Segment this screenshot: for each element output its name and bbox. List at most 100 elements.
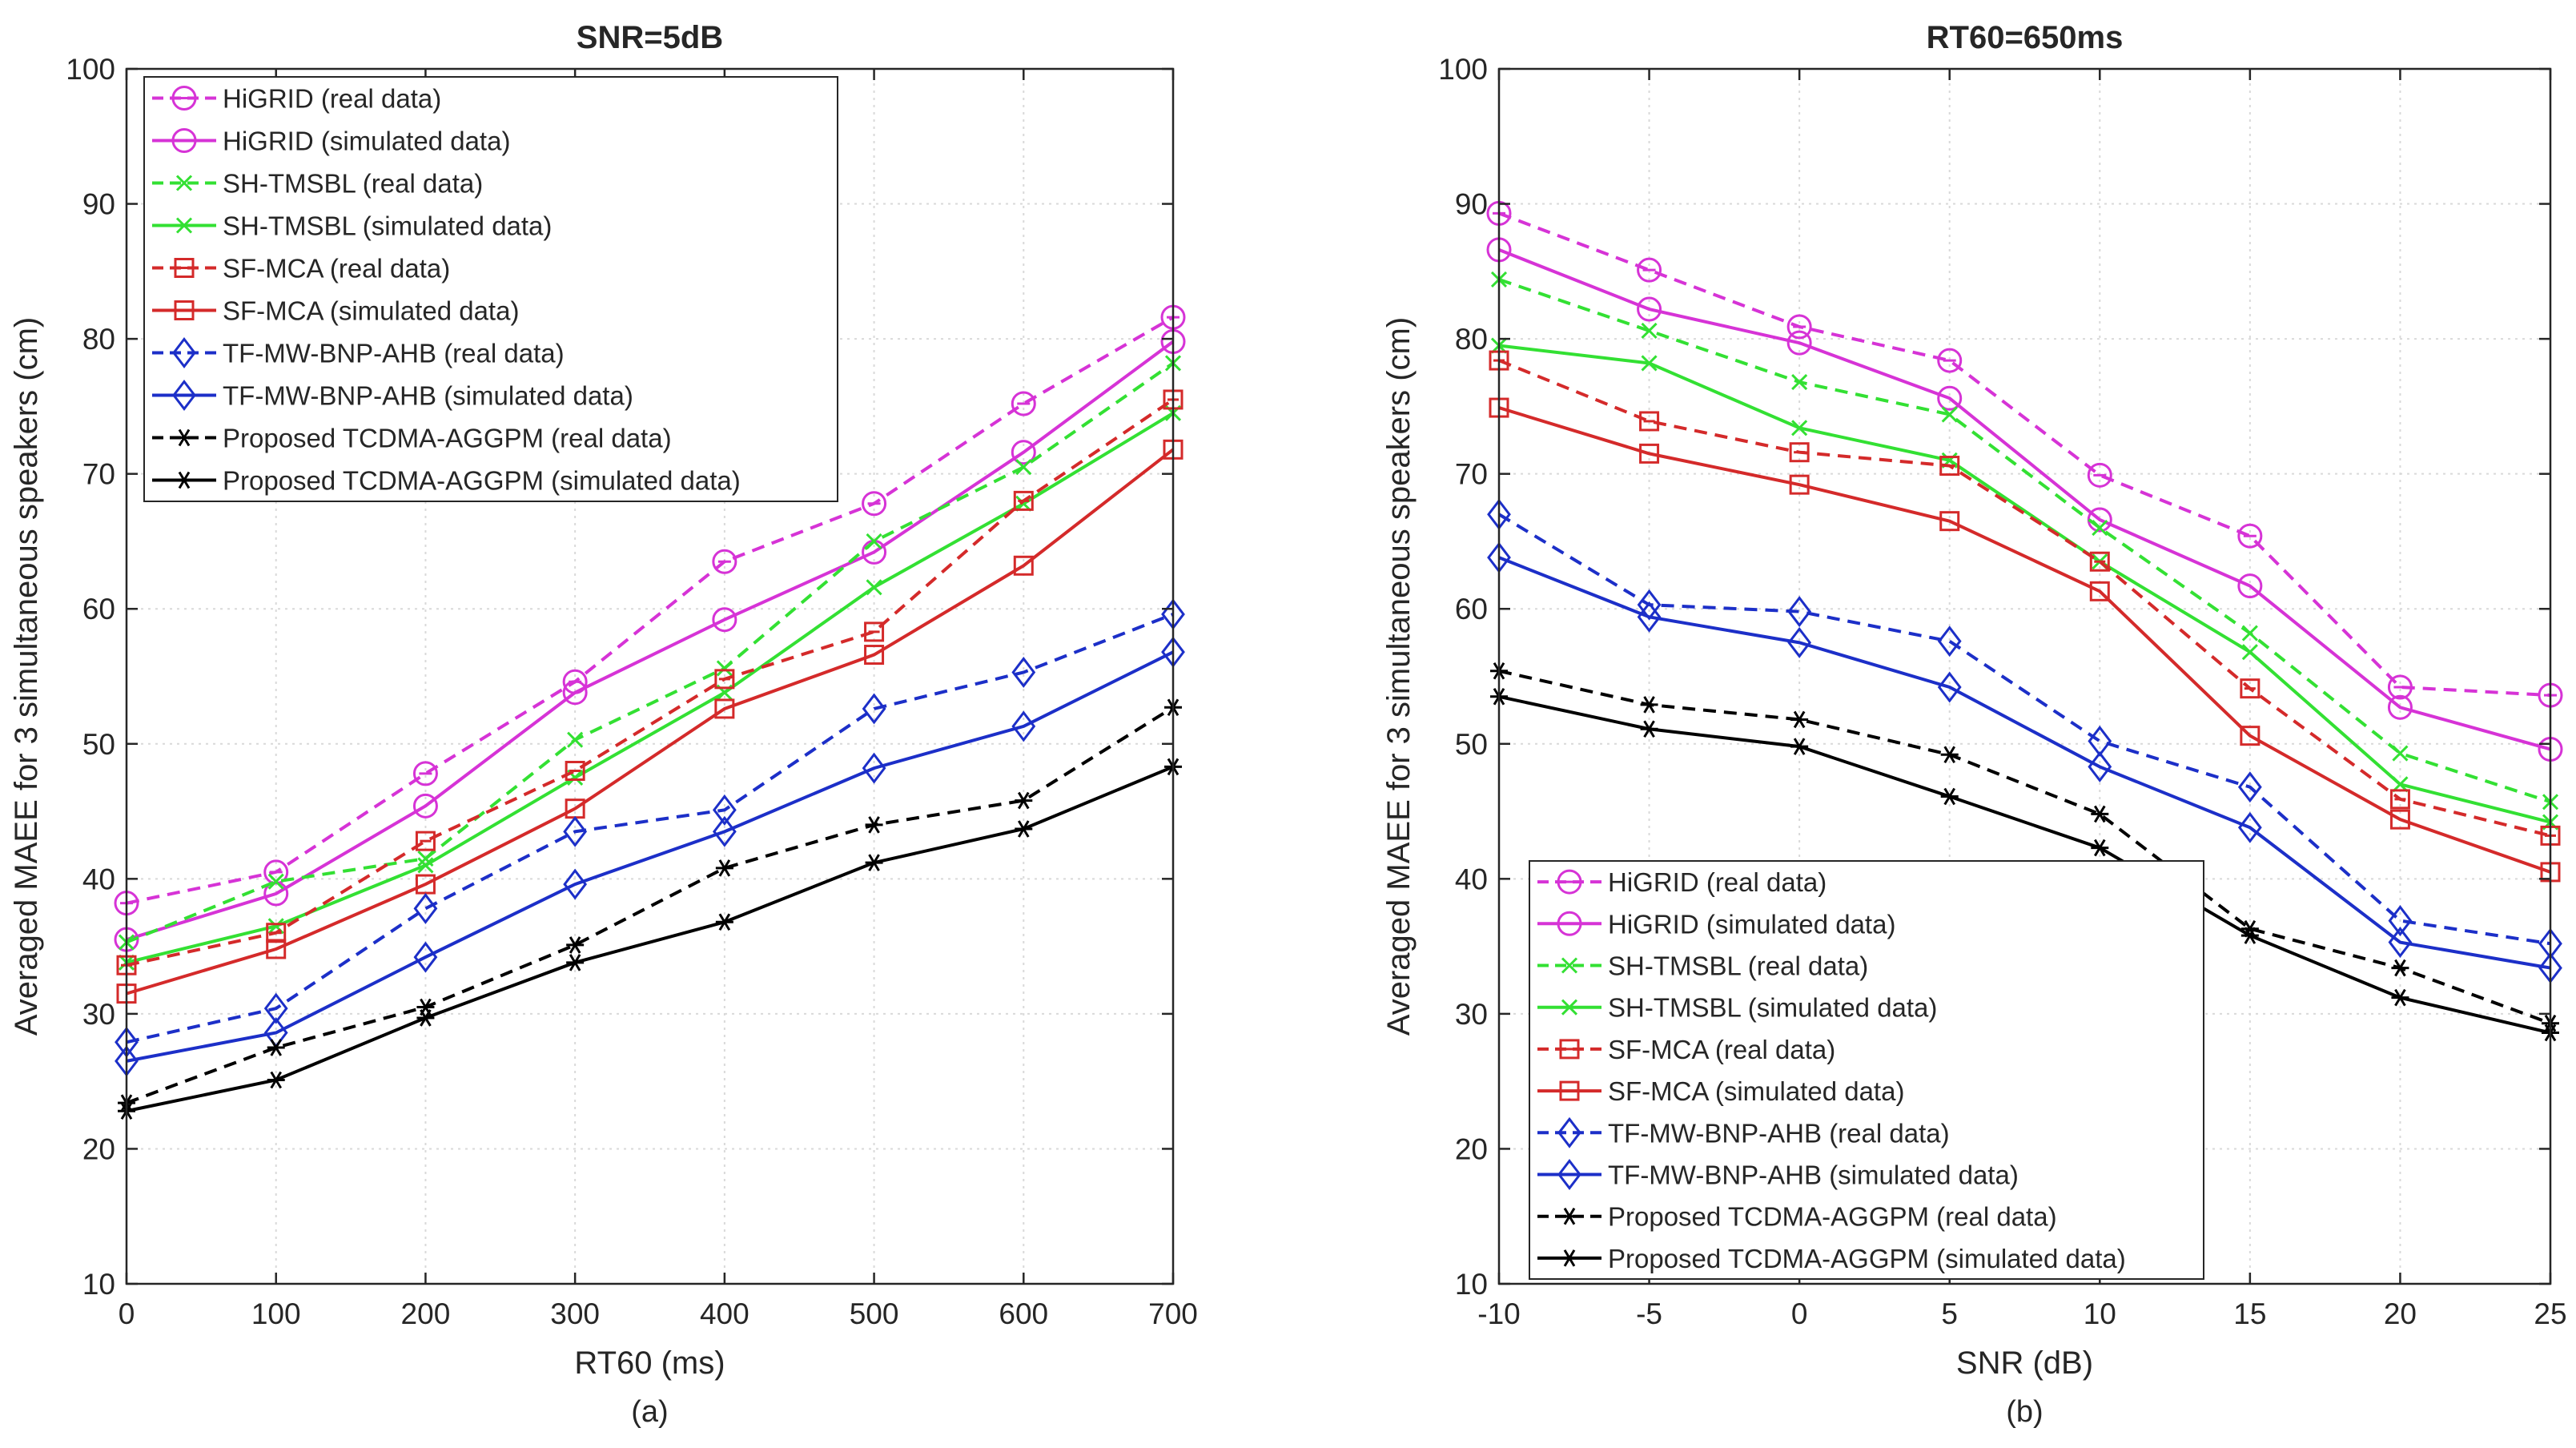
legend-marker bbox=[171, 86, 197, 111]
y-tick-label: 60 bbox=[1455, 593, 1488, 625]
legend-marker bbox=[1557, 869, 1582, 895]
data-point bbox=[1015, 791, 1033, 810]
legend-marker bbox=[1557, 1116, 1581, 1148]
series-line bbox=[126, 361, 1175, 944]
series-4 bbox=[1489, 350, 2561, 846]
x-tick-label: 10 bbox=[2084, 1297, 2116, 1330]
x-tick-label: 15 bbox=[2233, 1297, 2266, 1330]
data-point bbox=[1639, 411, 1660, 432]
data-point bbox=[712, 794, 737, 826]
series-1 bbox=[114, 328, 1186, 952]
x-tick-label: 400 bbox=[700, 1297, 749, 1330]
data-point bbox=[866, 579, 882, 596]
data-point bbox=[1787, 626, 1812, 658]
data-point bbox=[865, 854, 883, 871]
data-point bbox=[1011, 710, 1036, 742]
data-point bbox=[866, 533, 882, 550]
panel-caption: (b) bbox=[2006, 1395, 2043, 1429]
data-point bbox=[1791, 420, 1808, 436]
data-point bbox=[2237, 811, 2262, 843]
data-point bbox=[2392, 776, 2409, 793]
y-tick-label: 80 bbox=[1455, 323, 1488, 356]
data-point bbox=[864, 645, 885, 666]
data-point bbox=[2092, 520, 2108, 537]
data-point bbox=[1937, 625, 1962, 658]
y-tick-label: 100 bbox=[1438, 53, 1488, 86]
data-point bbox=[712, 815, 737, 847]
data-point bbox=[1637, 296, 1662, 322]
data-point bbox=[1013, 555, 1034, 576]
x-tick-label: -10 bbox=[1477, 1297, 1520, 1330]
legend-label: HiGRID (simulated data) bbox=[1608, 909, 1895, 939]
series-line bbox=[1498, 344, 2551, 824]
data-point bbox=[1641, 355, 1658, 372]
legend-item: TF-MW-BNP-AHB (simulated data) bbox=[1537, 1159, 2019, 1190]
data-point bbox=[716, 660, 733, 677]
data-point bbox=[567, 731, 584, 748]
legend-item: SH-TMSBL (real data) bbox=[152, 169, 483, 199]
data-point bbox=[1937, 385, 1963, 411]
y-tick-label: 90 bbox=[1455, 188, 1488, 221]
y-tick-label: 40 bbox=[1455, 863, 1488, 895]
data-point bbox=[1789, 442, 1810, 463]
series-line bbox=[126, 765, 1174, 1113]
data-point bbox=[1791, 373, 1808, 391]
series-line bbox=[1498, 669, 2551, 1025]
data-point bbox=[862, 693, 886, 725]
panel-a: 0 100 200 300 400 500 600 700 10 20 30 40 50 60 70 80 90… bbox=[9, 20, 1198, 1429]
data-point bbox=[263, 992, 288, 1024]
data-point bbox=[2389, 809, 2410, 830]
data-point bbox=[413, 941, 438, 973]
data-point bbox=[2237, 573, 2263, 599]
data-point bbox=[1013, 490, 1034, 511]
legend-label: TF-MW-BNP-AHB (simulated data) bbox=[1608, 1160, 2019, 1190]
data-point bbox=[1786, 314, 1812, 340]
legend-label: SH-TMSBL (simulated data) bbox=[223, 211, 552, 241]
legend-marker bbox=[1561, 1207, 1578, 1225]
data-point bbox=[1637, 257, 1662, 283]
data-point bbox=[2391, 988, 2409, 1007]
legend-item: SH-TMSBL (simulated data) bbox=[152, 211, 552, 241]
data-point bbox=[715, 913, 733, 931]
legend-marker bbox=[1561, 957, 1578, 974]
legend-label: SF-MCA (simulated data) bbox=[223, 296, 519, 326]
legend-item: HiGRID (simulated data) bbox=[152, 127, 510, 156]
legend-item: SH-TMSBL (simulated data) bbox=[1537, 993, 1937, 1023]
data-point bbox=[2391, 959, 2409, 977]
legend-box bbox=[143, 76, 838, 502]
data-point bbox=[2240, 927, 2259, 944]
legend-item: HiGRID (real data) bbox=[1537, 867, 1827, 897]
data-point bbox=[566, 936, 585, 954]
data-point bbox=[2088, 750, 2112, 782]
legend-item: SF-MCA (simulated data) bbox=[1537, 1076, 1904, 1106]
y-tick-label: 10 bbox=[82, 1268, 115, 1301]
data-point bbox=[2089, 581, 2110, 601]
legend-item: SF-MCA (real data) bbox=[152, 254, 450, 284]
data-point bbox=[1937, 348, 1963, 373]
y-axis-label: Averaged MAEE for 3 simultaneous speaker… bbox=[1381, 317, 1417, 1036]
y-tick-label: 100 bbox=[66, 53, 115, 86]
x-tick-label: 700 bbox=[1148, 1297, 1198, 1330]
data-point bbox=[864, 621, 885, 642]
legend-item: HiGRID (real data) bbox=[152, 84, 441, 114]
legend-marker bbox=[171, 128, 197, 153]
data-point bbox=[563, 815, 588, 847]
series-9 bbox=[1490, 688, 2559, 1042]
data-point bbox=[865, 816, 883, 834]
data-point bbox=[1015, 820, 1033, 838]
y-tick-label: 80 bbox=[82, 323, 115, 356]
data-point bbox=[1639, 443, 1660, 464]
data-point bbox=[267, 1071, 285, 1089]
data-point bbox=[1937, 671, 1962, 703]
legend-marker bbox=[174, 300, 195, 320]
data-point bbox=[714, 698, 735, 719]
data-point bbox=[2091, 839, 2109, 857]
legend-marker bbox=[174, 258, 195, 278]
legend-label: Proposed TCDMA-AGGPM (real data) bbox=[223, 424, 672, 453]
legend-marker bbox=[1557, 911, 1582, 936]
data-point bbox=[412, 761, 438, 786]
data-point bbox=[1637, 601, 1662, 633]
data-point bbox=[2237, 771, 2262, 803]
series-3 bbox=[118, 404, 1182, 971]
